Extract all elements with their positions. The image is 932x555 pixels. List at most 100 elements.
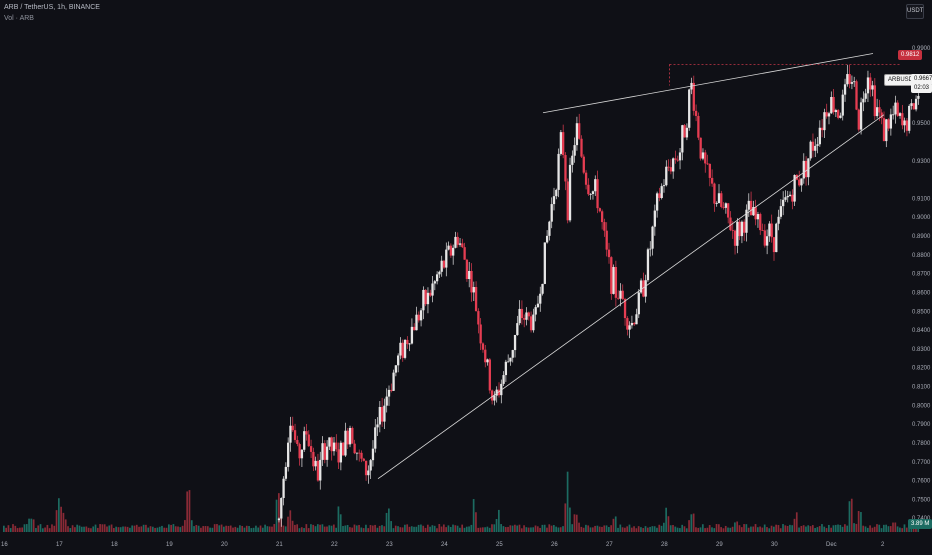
candle-body: [314, 460, 317, 467]
volume-bar: [197, 525, 200, 532]
currency-button[interactable]: USDT: [906, 4, 924, 19]
volume-bar: [46, 524, 49, 532]
volume-bar: [516, 525, 519, 532]
candle-body: [394, 365, 398, 373]
candle-body: [885, 119, 888, 142]
volume-bar: [257, 527, 260, 532]
volume-bar: [846, 525, 849, 532]
volume-bar: [511, 525, 514, 532]
volume-bar: [656, 527, 658, 532]
volume-bar: [85, 526, 88, 532]
volume-bar: [28, 518, 30, 532]
x-tick-label: 23: [386, 542, 393, 548]
upper-trendline[interactable]: [542, 53, 874, 114]
volume-bar: [108, 525, 111, 532]
candle-body: [623, 299, 627, 319]
volume-bar: [488, 527, 491, 532]
volume-bar: [578, 522, 580, 532]
volume-bar: [864, 526, 867, 532]
candle-body: [887, 119, 890, 129]
candle-body: [401, 342, 404, 358]
candle-body: [866, 77, 870, 94]
volume-bar: [761, 527, 764, 532]
volume-bar: [220, 524, 223, 532]
candle-body: [406, 339, 409, 345]
volume-bar: [621, 527, 624, 532]
volume-bar: [422, 525, 425, 532]
candle-body: [511, 350, 514, 358]
volume-bar: [401, 527, 404, 532]
candle-body: [575, 123, 579, 146]
candle-body: [298, 444, 301, 459]
x-tick-label: 25: [496, 542, 503, 548]
candle-body: [534, 307, 537, 315]
candle-body: [532, 314, 535, 331]
y-tick-label: 0.7900: [912, 422, 931, 428]
candle-body: [683, 125, 686, 138]
volume-bar: [887, 526, 890, 532]
volume-bar: [186, 491, 189, 532]
lower-trendline[interactable]: [377, 114, 885, 480]
volume-bar: [232, 527, 234, 532]
candle-body: [397, 355, 400, 366]
candle-body: [811, 141, 815, 151]
candle-body: [729, 217, 732, 231]
volume-bar: [491, 524, 493, 532]
volume-bar: [722, 528, 725, 532]
candle-body: [557, 153, 560, 190]
candle-body: [816, 144, 819, 146]
volume-bar: [23, 524, 26, 532]
volume-bar: [816, 527, 819, 532]
volume-bar: [795, 512, 798, 532]
volume-bar: [711, 527, 713, 532]
x-tick-label: 28: [661, 542, 668, 548]
candle-body: [477, 311, 480, 325]
volume-bar: [333, 524, 335, 532]
candle-body: [692, 82, 695, 111]
volume-bar: [866, 527, 869, 532]
candle-body: [435, 274, 439, 282]
volume-bar: [624, 527, 626, 532]
volume-bar: [259, 525, 262, 532]
volume-bar: [594, 525, 596, 532]
volume-bar: [557, 527, 560, 532]
volume-bar: [536, 526, 539, 532]
volume-bar: [378, 525, 381, 532]
x-tick-label: 29: [716, 542, 723, 548]
volume-bar: [498, 509, 500, 532]
candle-body: [445, 249, 448, 268]
candle-body: [653, 210, 656, 227]
candle-body: [417, 314, 420, 321]
volume-bar: [71, 525, 74, 532]
volume-bar: [53, 525, 56, 532]
volume-bar: [202, 526, 205, 532]
volume-bar: [850, 498, 853, 532]
volume-bar: [413, 526, 415, 532]
volume-bar: [346, 524, 349, 532]
volume-bar: [25, 524, 28, 532]
candle-body: [390, 389, 393, 391]
candle-body: [665, 166, 668, 186]
volume-bar: [459, 527, 461, 532]
candle-body: [527, 312, 530, 317]
candle-body: [655, 193, 659, 211]
y-tick-label: 0.8600: [912, 290, 931, 296]
volume-bar: [628, 524, 631, 532]
candle-body: [472, 287, 475, 293]
volume-bar: [841, 526, 844, 532]
candle-body: [917, 95, 920, 99]
volume-bar: [184, 520, 186, 532]
volume-bar: [734, 522, 736, 532]
volume-bar: [204, 526, 207, 532]
volume-badge: 3.89 M: [908, 519, 932, 529]
volume-bar: [830, 527, 832, 532]
volume-bar: [218, 525, 221, 532]
candle-body: [676, 159, 679, 161]
volume-bar: [64, 519, 67, 532]
candle-body: [740, 221, 744, 237]
candle-body: [413, 326, 416, 331]
volume-bar: [268, 526, 271, 532]
volume-bar: [239, 525, 241, 532]
